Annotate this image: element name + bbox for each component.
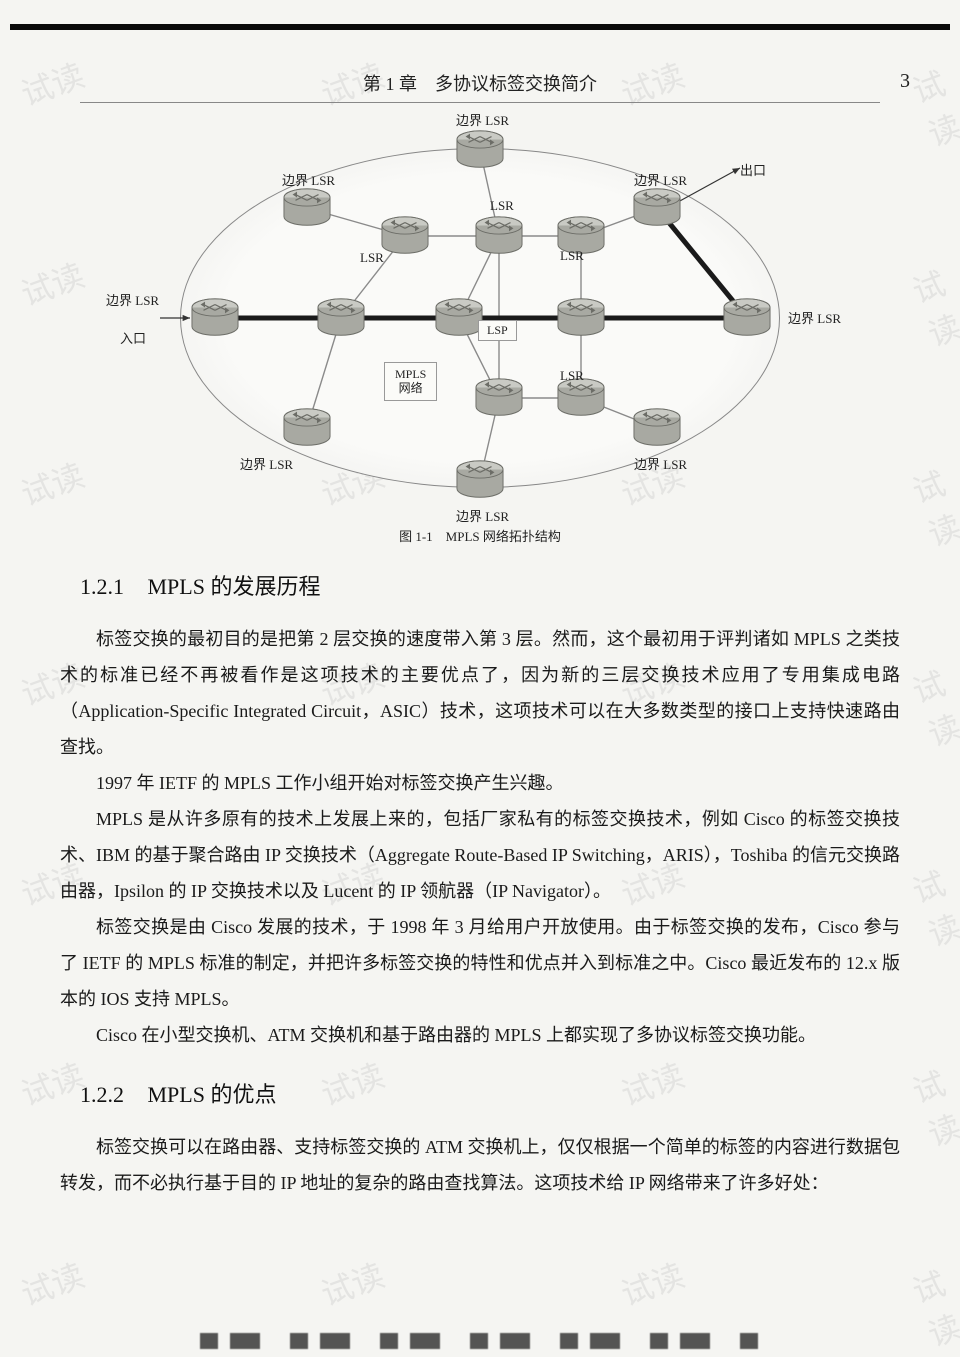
mpls-net-box: MPLS 网络 <box>384 362 437 401</box>
figure-caption: 图 1-1 MPLS 网络拓扑结构 <box>40 526 920 545</box>
section-number: 1.2.2 <box>80 1082 124 1107</box>
scan-bottom-artifact <box>200 1333 760 1349</box>
lsp-label-box: LSP <box>478 320 517 341</box>
label-exit: 出口 <box>740 160 766 179</box>
label-bottom: 边界 LSR <box>456 506 509 525</box>
paragraph: 标签交换的最初目的是把第 2 层交换的速度带入第 3 层。然而，这个最初用于评判… <box>60 621 900 765</box>
section-title: MPLS 的发展历程 <box>148 574 321 599</box>
figure-1-1: 边界 LSR 边界 LSR 边界 LSR 出口 边界 LSR 入口 边界 LSR… <box>100 118 860 518</box>
heading-1-2-1: 1.2.1 MPLS 的发展历程 <box>80 569 920 601</box>
router-icon <box>312 294 370 342</box>
router-icon <box>628 184 686 232</box>
label-top: 边界 LSR <box>456 110 509 129</box>
router-icon <box>376 212 434 260</box>
router-icon <box>470 374 528 422</box>
router-icon <box>278 404 336 452</box>
section-1-2-1-body: 标签交换的最初目的是把第 2 层交换的速度带入第 3 层。然而，这个最初用于评判… <box>60 621 900 1053</box>
scan-top-bar <box>10 24 950 30</box>
paragraph: 标签交换可以在路由器、支持标签交换的 ATM 交换机上，仅仅根据一个简单的标签的… <box>60 1129 900 1201</box>
section-number: 1.2.1 <box>80 574 124 599</box>
paragraph: Cisco 在小型交换机、ATM 交换机和基于路由器的 MPLS 上都实现了多协… <box>60 1017 900 1053</box>
lsp-label: LSP <box>487 323 508 337</box>
label-left: 边界 LSR <box>106 290 159 309</box>
section-title: MPLS 的优点 <box>148 1082 277 1107</box>
label-lsr-3: LSR <box>560 248 584 264</box>
router-icon <box>552 294 610 342</box>
label-lsr-1: LSR <box>360 250 384 266</box>
label-bottom-right: 边界 LSR <box>634 454 687 473</box>
router-icon <box>186 294 244 342</box>
router-icon <box>628 404 686 452</box>
mpls-net-l2: 网络 <box>395 381 426 395</box>
router-icon <box>451 456 509 504</box>
page-header: 第 1 章 多协议标签交换简介 3 <box>40 70 920 104</box>
router-icon <box>278 184 336 232</box>
router-icon <box>718 294 776 342</box>
page-content: 第 1 章 多协议标签交换简介 3 <box>40 40 920 1317</box>
label-top-right: 边界 LSR <box>634 170 687 189</box>
label-top-left: 边界 LSR <box>282 170 335 189</box>
section-1-2-2-body: 标签交换可以在路由器、支持标签交换的 ATM 交换机上，仅仅根据一个简单的标签的… <box>60 1129 900 1201</box>
router-icon <box>470 212 528 260</box>
paragraph: MPLS 是从许多原有的技术上发展上来的，包括厂家私有的标签交换技术，例如 Ci… <box>60 801 900 909</box>
paragraph: 标签交换是由 Cisco 发展的技术，于 1998 年 3 月给用户开放使用。由… <box>60 909 900 1017</box>
router-icon <box>451 126 509 174</box>
paragraph: 1997 年 IETF 的 MPLS 工作小组开始对标签交换产生兴趣。 <box>60 765 900 801</box>
label-entry: 入口 <box>120 328 146 347</box>
chapter-title: 第 1 章 多协议标签交换简介 <box>80 70 880 103</box>
label-lsr-4: LSR <box>560 368 584 384</box>
label-bottom-left: 边界 LSR <box>240 454 293 473</box>
mpls-net-l1: MPLS <box>395 367 426 381</box>
label-right: 边界 LSR <box>788 308 841 327</box>
heading-1-2-2: 1.2.2 MPLS 的优点 <box>80 1077 920 1109</box>
label-lsr-2: LSR <box>490 198 514 214</box>
page-number: 3 <box>900 70 910 93</box>
